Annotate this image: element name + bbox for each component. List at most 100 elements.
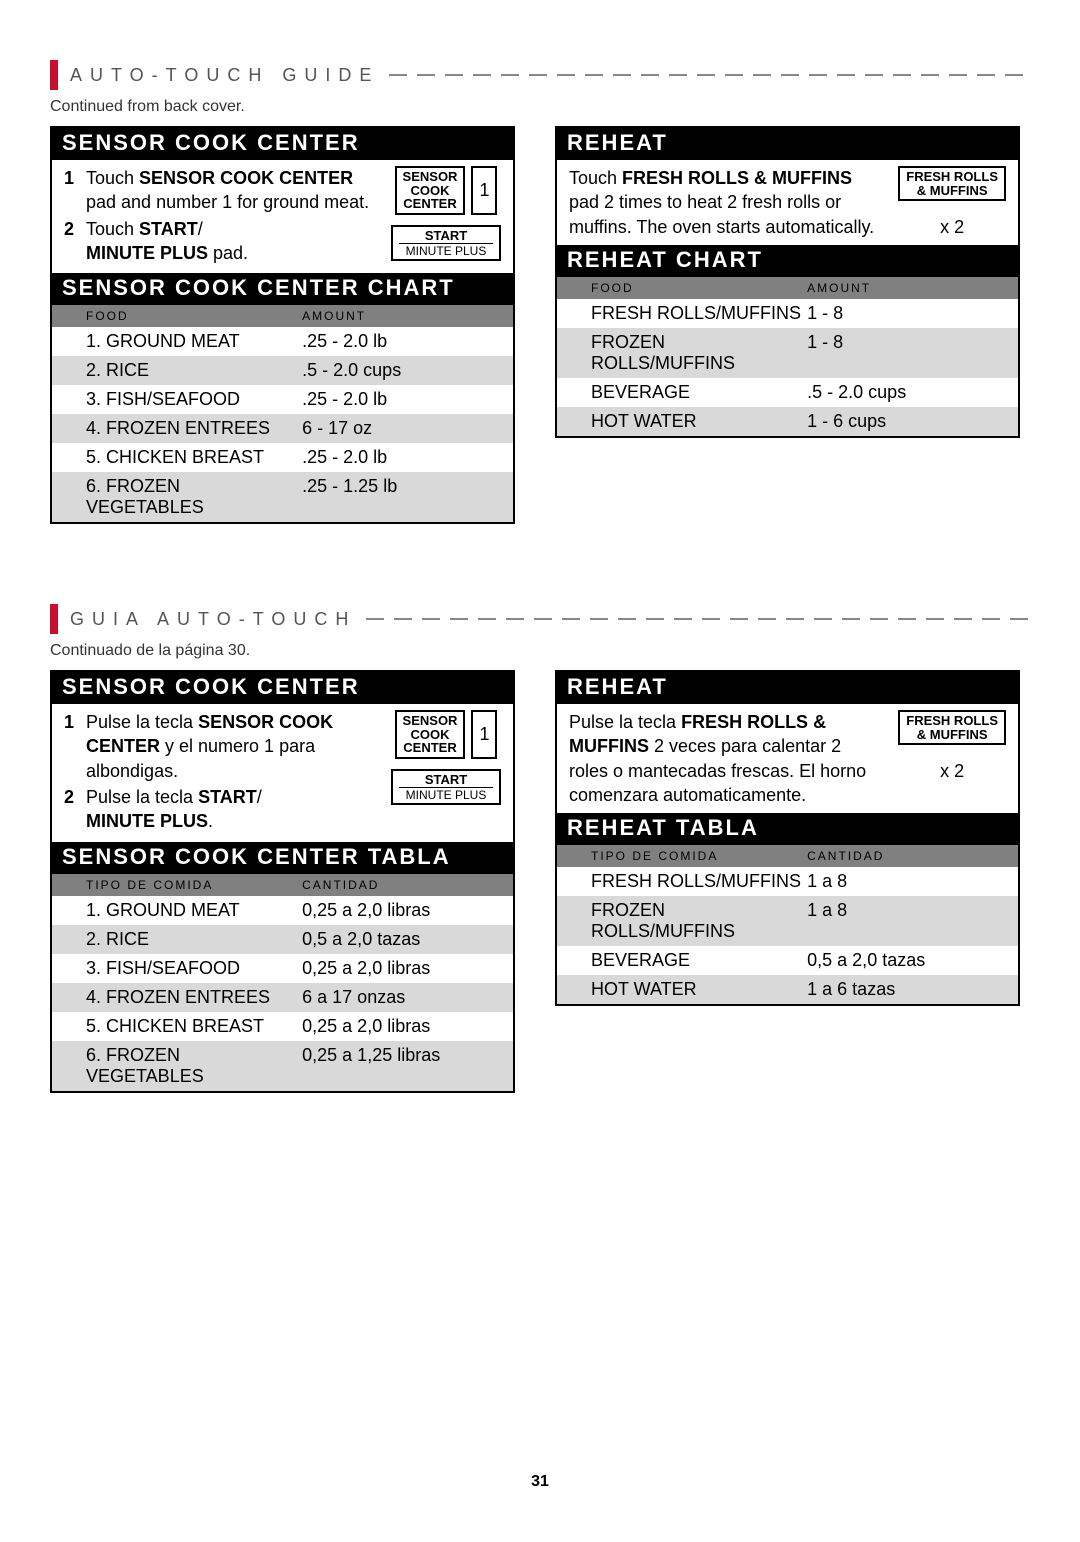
sensor-panel: SENSOR COOK CENTER 1 Touch SENSOR COOK C… bbox=[50, 126, 515, 524]
continued-note: Continuado de la página 30. bbox=[50, 642, 1030, 660]
step-2: 2 Pulse la tecla START/MINUTE PLUS. bbox=[64, 785, 377, 834]
sensor-panel-es: SENSOR COOK CENTER 1 Pulse la tecla SENS… bbox=[50, 670, 515, 1092]
col-right: REHEAT Touch FRESH ROLLS & MUFFINS pad 2… bbox=[555, 126, 1030, 438]
col-right: REHEAT Pulse la tecla FRESH ROLLS & MUFF… bbox=[555, 670, 1030, 1006]
btn-group-sensor: SENSOR COOK CENTER 1 bbox=[395, 710, 498, 759]
table-row: 3. FISH/SEAFOOD.25 - 2.0 lb bbox=[52, 385, 513, 414]
reheat-body: Pulse la tecla FRESH ROLLS & MUFFINS 2 v… bbox=[557, 704, 1018, 813]
sensor-steps: 1 Touch SENSOR COOK CENTER pad and numbe… bbox=[64, 166, 377, 267]
t: SENSOR bbox=[403, 714, 458, 728]
step-1: 1 Touch SENSOR COOK CENTER pad and numbe… bbox=[64, 166, 377, 215]
columns-es: SENSOR COOK CENTER 1 Pulse la tecla SENS… bbox=[50, 670, 1030, 1092]
col-amount: CANTIDAD bbox=[807, 849, 984, 863]
table-row: 2. RICE.5 - 2.0 cups bbox=[52, 356, 513, 385]
table-row: 3. FISH/SEAFOOD0,25 a 2,0 libras bbox=[52, 954, 513, 983]
sensor-cook-center-button[interactable]: SENSOR COOK CENTER bbox=[395, 166, 466, 215]
cell-amount: 1 a 6 tazas bbox=[807, 979, 984, 1000]
step-text: Pulse la tecla SENSOR COOK CENTER y el n… bbox=[86, 710, 377, 783]
sensor-cook-center-button[interactable]: SENSOR COOK CENTER bbox=[395, 710, 466, 759]
t: COOK bbox=[403, 184, 458, 198]
cell-amount: 1 - 8 bbox=[807, 303, 984, 324]
cell-amount: .25 - 2.0 lb bbox=[302, 389, 479, 410]
t: Pulse la tecla bbox=[569, 712, 681, 732]
cell-food: 3. FISH/SEAFOOD bbox=[86, 958, 302, 979]
sensor-body: 1 Pulse la tecla SENSOR COOK CENTER y el… bbox=[52, 704, 513, 841]
number-1-button[interactable]: 1 bbox=[471, 710, 497, 759]
t: COOK bbox=[403, 728, 458, 742]
reheat-panel: REHEAT Touch FRESH ROLLS & MUFFINS pad 2… bbox=[555, 126, 1020, 438]
step-num: 1 bbox=[64, 166, 86, 215]
table-row: 6. FROZEN VEGETABLES0,25 a 1,25 libras bbox=[52, 1041, 513, 1091]
cell-food: 2. RICE bbox=[86, 360, 302, 381]
cell-amount: 0,25 a 2,0 libras bbox=[302, 958, 479, 979]
cell-amount: 0,25 a 2,0 libras bbox=[302, 900, 479, 921]
fresh-rolls-muffins-button[interactable]: FRESH ROLLS & MUFFINS bbox=[898, 710, 1006, 745]
cell-food: 1. GROUND MEAT bbox=[86, 900, 302, 921]
t: Pulse la tecla bbox=[86, 712, 198, 732]
number-1-button[interactable]: 1 bbox=[471, 166, 497, 215]
reheat-chart-rows-es: FRESH ROLLS/MUFFINS1 a 8FROZEN ROLLS/MUF… bbox=[557, 867, 1018, 1004]
cell-food: FROZEN ROLLS/MUFFINS bbox=[591, 900, 807, 942]
sensor-chart-rows-es: 1. GROUND MEAT0,25 a 2,0 libras2. RICE0,… bbox=[52, 896, 513, 1091]
t: FRESH ROLLS bbox=[906, 714, 998, 728]
col-food: FOOD bbox=[86, 309, 302, 323]
table-row: 1. GROUND MEAT.25 - 2.0 lb bbox=[52, 327, 513, 356]
table-row: HOT WATER1 a 6 tazas bbox=[557, 975, 1018, 1004]
t: pad. bbox=[208, 243, 248, 263]
col-left: SENSOR COOK CENTER 1 Touch SENSOR COOK C… bbox=[50, 126, 525, 524]
cell-food: 5. CHICKEN BREAST bbox=[86, 1016, 302, 1037]
table-row: FRESH ROLLS/MUFFINS1 - 8 bbox=[557, 299, 1018, 328]
chart-header: TIPO DE COMIDA CANTIDAD bbox=[557, 845, 1018, 867]
t: pad 2 times to heat 2 fresh rolls or muf… bbox=[569, 192, 874, 236]
t: START bbox=[399, 773, 493, 787]
chart-header: FOOD AMOUNT bbox=[52, 305, 513, 327]
reheat-text: Pulse la tecla FRESH ROLLS & MUFFINS 2 v… bbox=[569, 710, 884, 807]
table-row: 4. FROZEN ENTREES6 a 17 onzas bbox=[52, 983, 513, 1012]
step-num: 2 bbox=[64, 217, 86, 266]
t: START bbox=[399, 229, 493, 243]
t: CENTER bbox=[403, 197, 458, 211]
sensor-buttons: SENSOR COOK CENTER 1 START MINUTE PLUS bbox=[391, 710, 501, 805]
cell-amount: 0,5 a 2,0 tazas bbox=[807, 950, 984, 971]
start-minute-plus-button[interactable]: START MINUTE PLUS bbox=[391, 225, 501, 261]
dash-rule bbox=[389, 74, 1030, 76]
sensor-chart-title: SENSOR COOK CENTER TABLA bbox=[52, 842, 513, 874]
cell-food: 5. CHICKEN BREAST bbox=[86, 447, 302, 468]
step-num: 1 bbox=[64, 710, 86, 783]
table-row: 4. FROZEN ENTREES6 - 17 oz bbox=[52, 414, 513, 443]
col-left: SENSOR COOK CENTER 1 Pulse la tecla SENS… bbox=[50, 670, 525, 1092]
columns-en: SENSOR COOK CENTER 1 Touch SENSOR COOK C… bbox=[50, 126, 1030, 524]
section-header-en: AUTO-TOUCH GUIDE bbox=[50, 60, 1030, 90]
t: Touch bbox=[569, 168, 622, 188]
fresh-rolls-muffins-button[interactable]: FRESH ROLLS & MUFFINS bbox=[898, 166, 1006, 201]
cell-amount: .25 - 1.25 lb bbox=[302, 476, 479, 518]
t: . bbox=[208, 811, 213, 831]
reheat-title: REHEAT bbox=[557, 672, 1018, 704]
cell-food: FRESH ROLLS/MUFFINS bbox=[591, 871, 807, 892]
cell-food: 6. FROZEN VEGETABLES bbox=[86, 476, 302, 518]
start-minute-plus-button[interactable]: START MINUTE PLUS bbox=[391, 769, 501, 805]
cell-amount: 1 a 8 bbox=[807, 900, 984, 942]
cell-food: 6. FROZEN VEGETABLES bbox=[86, 1045, 302, 1087]
sensor-chart-title: SENSOR COOK CENTER CHART bbox=[52, 273, 513, 305]
cell-food: 3. FISH/SEAFOOD bbox=[86, 389, 302, 410]
page-number: 31 bbox=[50, 1473, 1030, 1491]
reheat-panel-es: REHEAT Pulse la tecla FRESH ROLLS & MUFF… bbox=[555, 670, 1020, 1006]
chart-header: TIPO DE COMIDA CANTIDAD bbox=[52, 874, 513, 896]
reheat-chart-rows: FRESH ROLLS/MUFFINS1 - 8FROZEN ROLLS/MUF… bbox=[557, 299, 1018, 436]
col-amount: CANTIDAD bbox=[302, 878, 479, 892]
t: SENSOR COOK CENTER bbox=[139, 168, 353, 188]
cell-food: HOT WATER bbox=[591, 411, 807, 432]
table-row: FROZEN ROLLS/MUFFINS1 a 8 bbox=[557, 896, 1018, 946]
cell-food: HOT WATER bbox=[591, 979, 807, 1000]
t: MINUTE PLUS bbox=[399, 787, 493, 802]
col-food: TIPO DE COMIDA bbox=[86, 878, 302, 892]
reheat-chart-title: REHEAT TABLA bbox=[557, 813, 1018, 845]
cell-food: BEVERAGE bbox=[591, 382, 807, 403]
t: SENSOR bbox=[403, 170, 458, 184]
sensor-title: SENSOR COOK CENTER bbox=[52, 128, 513, 160]
col-food: FOOD bbox=[591, 281, 807, 295]
step-text: Touch SENSOR COOK CENTER pad and number … bbox=[86, 166, 377, 215]
cell-amount: 6 a 17 onzas bbox=[302, 987, 479, 1008]
cell-amount: .5 - 2.0 cups bbox=[302, 360, 479, 381]
